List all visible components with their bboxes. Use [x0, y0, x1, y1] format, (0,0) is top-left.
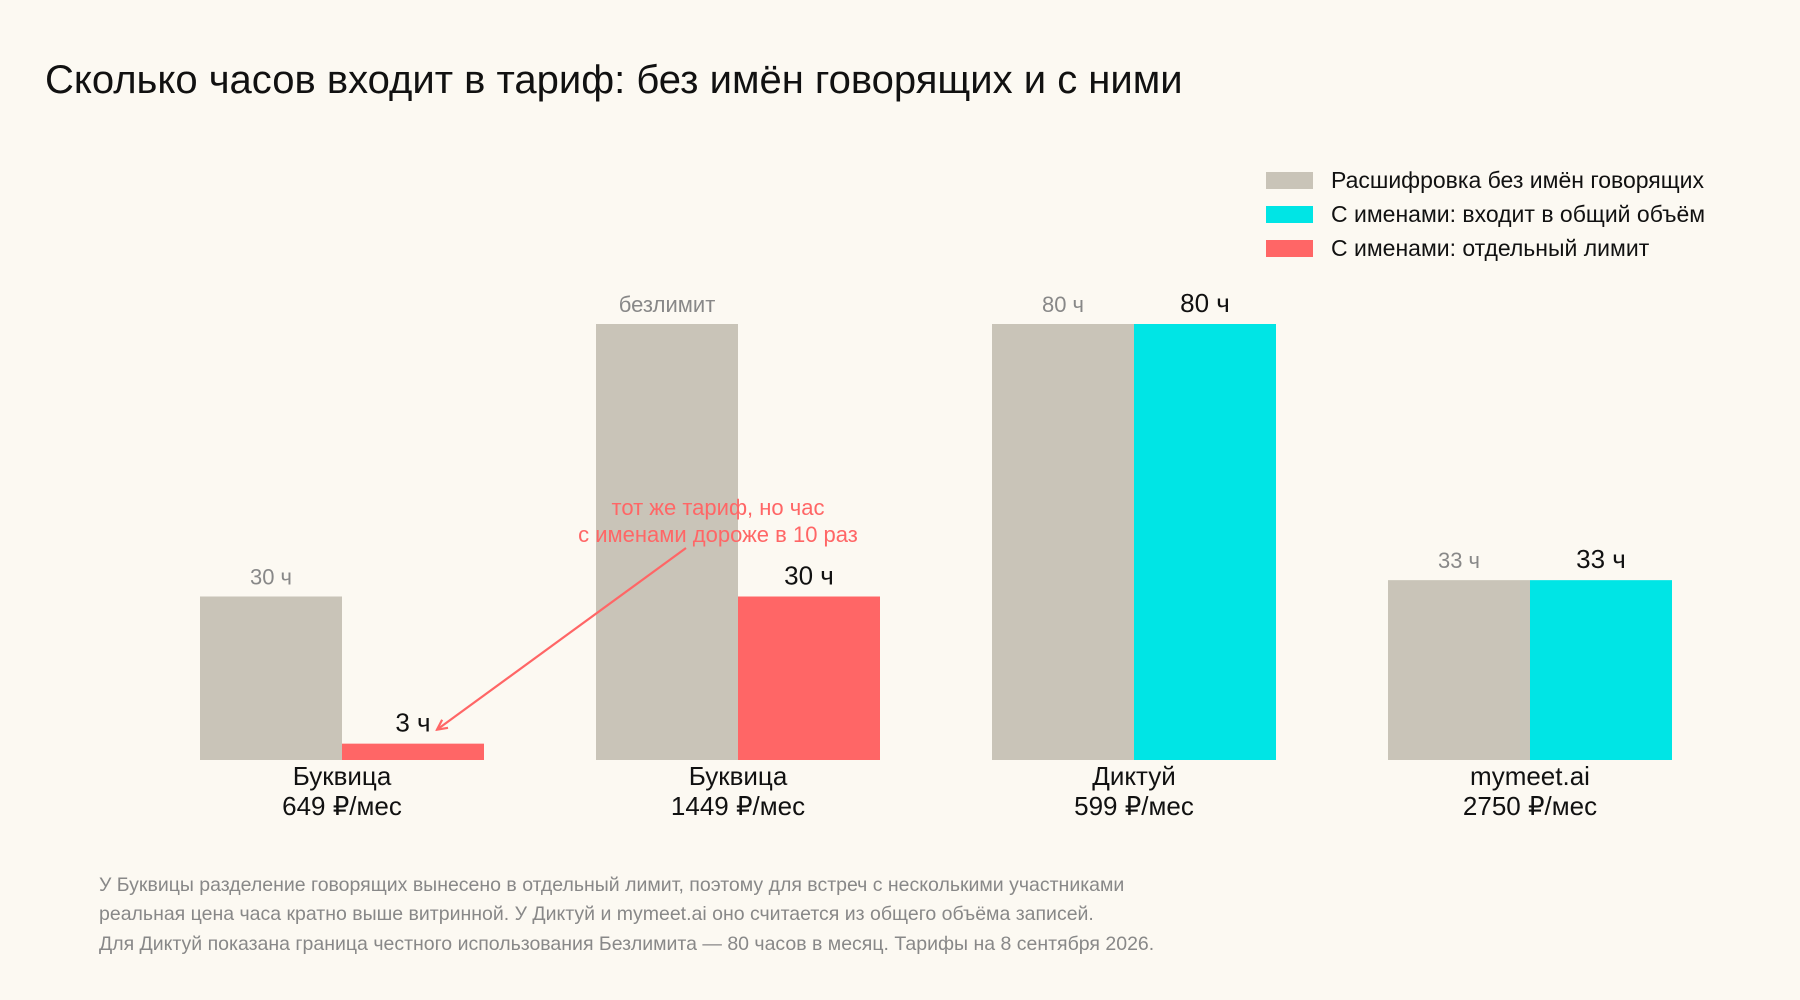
category-name-3: mymeet.ai — [1470, 761, 1590, 791]
legend-label-shared: С именами: входит в общий объём — [1331, 201, 1705, 227]
bars — [200, 324, 1672, 760]
annotation-line-1: тот же тариф, но час — [612, 495, 825, 520]
category-price-0: 649 ₽/мес — [282, 791, 402, 821]
bar-1-1 — [738, 596, 880, 760]
bar-3-0 — [1388, 580, 1530, 760]
footnote-line-1: У Буквицы разделение говорящих вынесено … — [99, 874, 1124, 896]
bar-2-1 — [1134, 324, 1276, 760]
bar-1-0 — [596, 324, 738, 760]
bar-0-0 — [200, 596, 342, 760]
annotation-arrow — [437, 547, 687, 730]
bar-0-1 — [342, 743, 484, 760]
value-label-3-0: 33 ч — [1438, 548, 1480, 573]
legend-swatch-separate — [1266, 240, 1313, 257]
value-label-3-1: 33 ч — [1576, 544, 1626, 574]
category-price-2: 599 ₽/мес — [1074, 791, 1194, 821]
legend-label-separate: С именами: отдельный лимит — [1331, 235, 1650, 261]
value-label-0-0: 30 ч — [250, 565, 292, 590]
category-name-0: Буквица — [293, 761, 392, 791]
category-name-2: Диктуй — [1092, 761, 1176, 791]
value-labels: 30 ч 3 ч безлимит 30 ч 80 ч 80 ч 33 ч 33 ч — [250, 288, 1626, 738]
bar-3-1 — [1530, 580, 1672, 760]
chart-title: Сколько часов входит в тариф: без имён г… — [45, 58, 1183, 102]
category-name-1: Буквица — [689, 761, 788, 791]
footnote-line-3: Для Диктуй показана граница честного исп… — [99, 933, 1154, 955]
footnote-line-2: реальная цена часа кратно выше витринной… — [99, 903, 1094, 925]
annotation-line-2: с именами дороже в 10 раз — [578, 522, 858, 547]
legend: Расшифровка без имён говорящих С именами:… — [1266, 167, 1705, 261]
value-label-1-1: 30 ч — [784, 561, 834, 591]
value-label-1-0: безлимит — [619, 292, 716, 317]
legend-swatch-base — [1266, 172, 1313, 189]
value-label-0-1: 3 ч — [395, 708, 430, 738]
annotation: тот же тариф, но час с именами дороже в … — [437, 495, 858, 730]
value-label-2-0: 80 ч — [1042, 292, 1084, 317]
bar-2-0 — [992, 324, 1134, 760]
value-label-2-1: 80 ч — [1180, 288, 1230, 318]
legend-swatch-shared — [1266, 206, 1313, 223]
footnote: У Буквицы разделение говорящих вынесено … — [99, 874, 1154, 955]
legend-label-base: Расшифровка без имён говорящих — [1331, 167, 1705, 193]
category-price-3: 2750 ₽/мес — [1463, 791, 1597, 821]
category-price-1: 1449 ₽/мес — [671, 791, 805, 821]
